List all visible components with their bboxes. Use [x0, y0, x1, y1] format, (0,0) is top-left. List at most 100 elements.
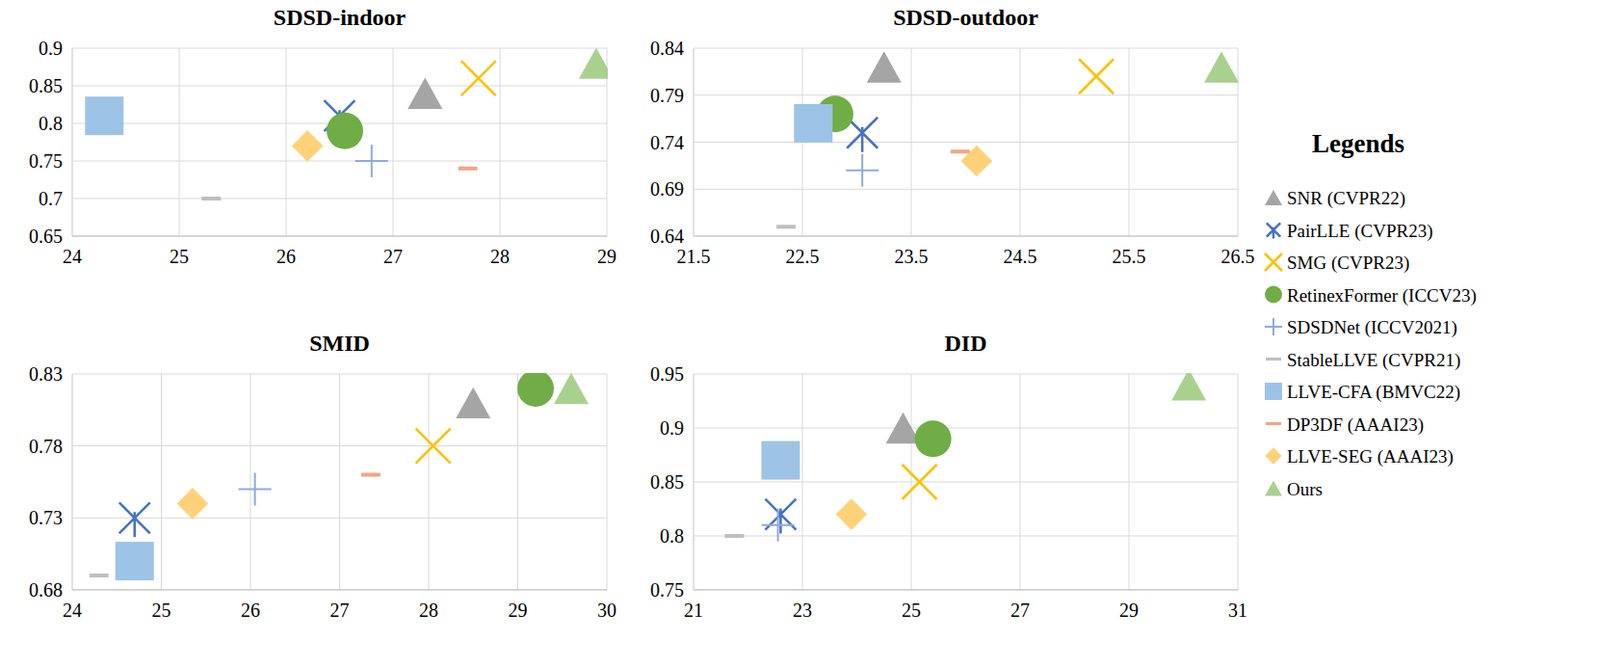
grid-line	[1237, 48, 1239, 237]
panel: SDSD-outdoor0.640.690.740.790.8421.522.5…	[650, 4, 1256, 267]
legend-label: StableLLVE (CVPR21)	[1286, 349, 1461, 371]
legend: LegendsSNR (CVPR22)PairLLE (CVPR23)SMG (…	[1264, 129, 1477, 499]
marker	[793, 104, 833, 143]
grid-line	[72, 236, 607, 237]
marks	[84, 47, 608, 201]
y-tick-label: 0.75	[650, 578, 684, 601]
marker	[115, 541, 155, 580]
x-tick-label: 25.5	[1112, 245, 1147, 267]
x-tick-label: 23	[792, 599, 813, 621]
grid-line	[693, 94, 1238, 96]
legend-label: SDSDNet (ICCV2021)	[1286, 316, 1458, 339]
x-axis	[72, 589, 607, 591]
grid-line	[160, 373, 162, 590]
grid-line	[693, 481, 1238, 483]
legend-label: SMG (CVPR23)	[1286, 252, 1410, 274]
legend-label: Ours	[1286, 478, 1323, 499]
marker	[177, 487, 210, 520]
grid-line	[72, 198, 607, 200]
marker	[1264, 286, 1283, 304]
marker	[361, 472, 381, 477]
marker	[901, 464, 937, 499]
grid-line	[72, 85, 607, 87]
legend-label: LLVE-CFA (BMVC22)	[1286, 381, 1461, 403]
marks	[776, 51, 1239, 229]
marker	[1265, 357, 1282, 361]
grid-line	[250, 373, 252, 590]
legend-label: RetinexFormer (ICCV23)	[1286, 285, 1477, 307]
marker	[1078, 58, 1114, 94]
marker	[553, 372, 589, 404]
marker	[1264, 253, 1283, 271]
y-tick-label: 0.75	[28, 150, 63, 172]
y-axis	[72, 48, 74, 237]
grid-line	[606, 373, 608, 590]
x-tick-label: 26.5	[1221, 245, 1256, 267]
grid-line	[693, 188, 1238, 190]
x-tick-label: 21.5	[677, 245, 711, 267]
marker	[201, 196, 221, 201]
marker	[84, 96, 124, 135]
x-axis	[693, 589, 1238, 591]
marker	[950, 149, 971, 154]
grid-line	[72, 589, 607, 591]
y-tick-label: 0.8	[659, 524, 684, 547]
y-tick-label: 0.83	[28, 363, 63, 385]
marker	[761, 508, 795, 542]
grid-line	[802, 373, 804, 590]
grid-line	[517, 373, 519, 590]
y-axis	[693, 48, 695, 237]
marker	[764, 498, 796, 534]
marker	[578, 47, 608, 79]
marker	[866, 51, 902, 82]
grid-line	[428, 373, 430, 590]
grid-line	[693, 48, 695, 237]
grid-line	[1237, 373, 1239, 590]
grid-line	[1128, 48, 1130, 237]
x-tick-label: 29	[597, 245, 617, 267]
grid-line	[393, 48, 394, 237]
grid-line	[1020, 373, 1022, 590]
grid-line	[693, 236, 1238, 237]
marker	[1264, 189, 1283, 206]
grid-line	[693, 589, 1238, 591]
x-tick-label: 25	[169, 245, 189, 267]
chart-title: SDSD-indoor	[273, 4, 407, 30]
grid-line	[693, 141, 1238, 143]
x-tick-label: 27	[1010, 599, 1030, 621]
marker	[776, 224, 796, 229]
marker	[1264, 382, 1283, 400]
marker	[1265, 421, 1282, 425]
chart-title: SDSD-outdoor	[892, 4, 1039, 30]
marker	[89, 573, 109, 578]
grid-line	[72, 48, 607, 50]
x-tick-label: 24.5	[1003, 245, 1038, 267]
y-axis	[72, 373, 74, 590]
marker	[119, 501, 151, 537]
y-tick-label: 0.9	[38, 37, 63, 59]
chart-title: DID	[944, 330, 987, 356]
marker	[238, 472, 272, 505]
y-tick-label: 0.68	[28, 578, 63, 601]
marker	[355, 144, 389, 178]
x-axis	[693, 236, 1238, 237]
y-tick-label: 0.74	[650, 131, 684, 154]
x-tick-label: 24	[62, 599, 82, 621]
x-tick-label: 22.5	[786, 245, 820, 267]
x-tick-label: 25	[152, 599, 172, 621]
y-tick-label: 0.95	[650, 363, 684, 385]
marker	[1264, 317, 1283, 336]
x-tick-label: 27	[330, 599, 350, 621]
x-tick-label: 28	[419, 599, 439, 621]
marker	[1264, 446, 1282, 464]
marker	[291, 130, 324, 162]
marker	[845, 154, 879, 187]
figure: SDSD-indoor0.650.70.750.80.850.924252627…	[0, 0, 1600, 667]
marker	[760, 441, 800, 480]
x-tick-label: 31	[1228, 599, 1248, 621]
y-tick-label: 0.84	[650, 37, 684, 59]
grid-line	[72, 373, 74, 590]
y-tick-label: 0.73	[28, 506, 63, 528]
legend-label: PairLLE (CVPR23)	[1286, 220, 1433, 242]
y-tick-label: 0.9	[659, 417, 684, 439]
